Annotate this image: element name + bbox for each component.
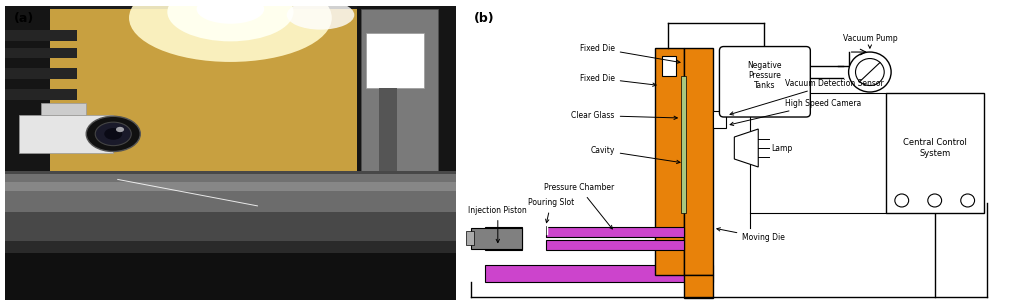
Polygon shape xyxy=(466,231,474,245)
Ellipse shape xyxy=(197,0,264,24)
Text: Negative
Pressure
Tanks: Negative Pressure Tanks xyxy=(748,61,782,91)
Circle shape xyxy=(961,194,975,207)
Ellipse shape xyxy=(167,0,294,41)
Ellipse shape xyxy=(116,127,124,132)
Polygon shape xyxy=(662,56,676,76)
Polygon shape xyxy=(5,241,456,253)
Polygon shape xyxy=(5,182,456,212)
Ellipse shape xyxy=(86,116,140,151)
Polygon shape xyxy=(356,6,456,300)
Polygon shape xyxy=(18,115,114,153)
FancyBboxPatch shape xyxy=(720,47,810,117)
Polygon shape xyxy=(5,6,50,300)
FancyBboxPatch shape xyxy=(886,93,984,213)
Polygon shape xyxy=(366,32,424,88)
Polygon shape xyxy=(41,103,86,115)
Polygon shape xyxy=(5,6,456,300)
Ellipse shape xyxy=(95,122,131,146)
Circle shape xyxy=(849,52,891,92)
Text: High Speed Camera: High Speed Camera xyxy=(730,99,861,125)
Text: Clear Glass: Clear Glass xyxy=(571,111,677,120)
Circle shape xyxy=(895,194,908,207)
Text: Injection Piston: Injection Piston xyxy=(468,206,527,243)
Polygon shape xyxy=(546,241,684,250)
Polygon shape xyxy=(546,227,684,237)
Text: Pouring Slot: Pouring Slot xyxy=(527,199,574,223)
Polygon shape xyxy=(5,48,77,58)
Text: Vacuum Pump: Vacuum Pump xyxy=(843,34,897,43)
Text: (a): (a) xyxy=(14,12,35,25)
Polygon shape xyxy=(681,76,686,213)
Polygon shape xyxy=(713,110,726,128)
Polygon shape xyxy=(684,275,713,298)
Polygon shape xyxy=(5,89,77,99)
Ellipse shape xyxy=(129,0,332,62)
Text: Vacuum Detection Sensor: Vacuum Detection Sensor xyxy=(730,79,884,115)
Polygon shape xyxy=(684,48,713,275)
Polygon shape xyxy=(361,9,437,218)
Polygon shape xyxy=(5,171,456,253)
Text: Moving Die: Moving Die xyxy=(717,228,785,242)
Polygon shape xyxy=(734,129,758,167)
Text: Fixed Die: Fixed Die xyxy=(580,73,656,86)
Polygon shape xyxy=(5,30,77,41)
Polygon shape xyxy=(5,253,456,300)
Polygon shape xyxy=(471,228,522,249)
Text: (b): (b) xyxy=(474,12,495,25)
Polygon shape xyxy=(5,174,456,191)
Text: Central Control
System: Central Control System xyxy=(903,138,967,158)
Polygon shape xyxy=(5,69,77,79)
Polygon shape xyxy=(484,265,713,282)
Circle shape xyxy=(855,58,884,85)
Text: Cavity: Cavity xyxy=(591,146,680,163)
Polygon shape xyxy=(50,9,401,271)
Text: Lamp: Lamp xyxy=(771,144,793,152)
Polygon shape xyxy=(379,88,397,218)
Circle shape xyxy=(928,194,942,207)
Text: Fixed Die: Fixed Die xyxy=(580,43,680,63)
Ellipse shape xyxy=(287,0,354,30)
Polygon shape xyxy=(654,48,684,275)
Text: Pressure Chamber: Pressure Chamber xyxy=(545,184,614,229)
Polygon shape xyxy=(484,227,522,250)
Ellipse shape xyxy=(104,128,122,140)
